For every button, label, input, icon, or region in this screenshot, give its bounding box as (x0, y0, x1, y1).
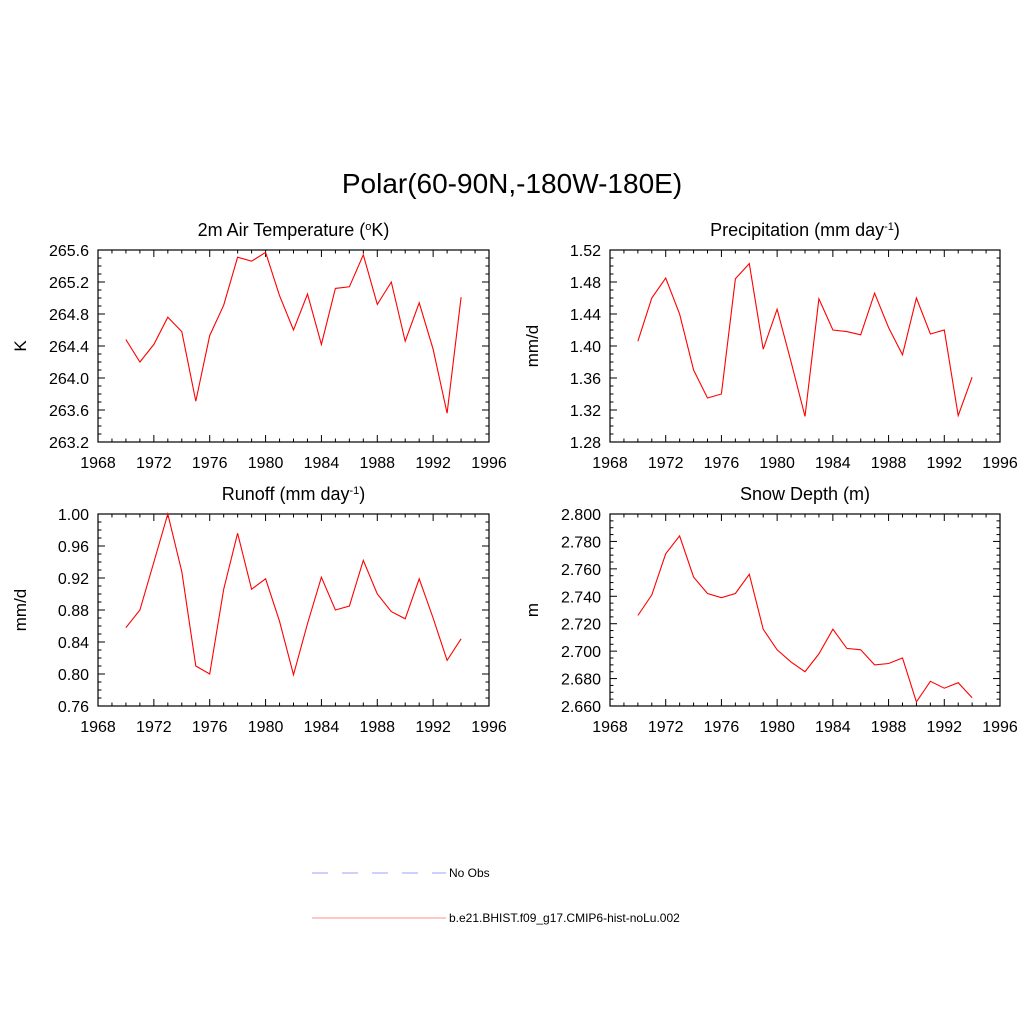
y-tick-label: 0.92 (58, 571, 89, 588)
y-tick-label: 0.96 (58, 539, 89, 556)
x-tick-label: 1976 (704, 719, 740, 736)
x-tick-label: 1996 (471, 719, 507, 736)
plot-frame (97, 249, 490, 443)
x-tick-label: 1976 (192, 719, 228, 736)
panel-1: 1968 1972 1976 1980 1984 1988 1992 1996 263.2 263… (11, 220, 507, 472)
x-tick-label: 1988 (359, 719, 395, 736)
y-tick-label: 263.6 (49, 403, 89, 420)
x-tick-label: 1996 (982, 719, 1018, 736)
x-tick-label: 1972 (648, 719, 684, 736)
y-tick-label: 2.680 (561, 672, 601, 689)
x-tick-label: 1968 (80, 455, 116, 472)
x-tick-label: 1968 (592, 455, 628, 472)
x-tick-label: 1988 (359, 455, 395, 472)
series-line (637, 534, 973, 704)
y-tick-label: 2.760 (561, 562, 601, 579)
x-tick-label: 1988 (871, 455, 907, 472)
y-tick-label: 263.2 (49, 435, 89, 452)
y-tick-label: 2.700 (561, 644, 601, 661)
y-tick-label: 1.44 (570, 307, 601, 324)
legend-label: b.e21.BHIST.f09_g17.CMIP6-hist-noLu.002 (449, 911, 680, 925)
panel-title: Precipitation (mm day-1) (710, 220, 900, 240)
y-tick-label: 0.88 (58, 603, 89, 620)
y-axis-label: m (523, 603, 542, 617)
panel-title: Runoff (mm day-1) (222, 484, 366, 504)
x-tick-label: 1984 (815, 455, 851, 472)
x-tick-label: 1992 (415, 455, 451, 472)
panel-2: 1968 1972 1976 1980 1984 1988 1992 1996 1.28 1.32… (523, 220, 1018, 472)
y-tick-label: 2.740 (561, 589, 601, 606)
panel-3: 1968 1972 1976 1980 1984 1988 1992 1996 0.76 0.80… (11, 484, 507, 736)
x-tick-label: 1996 (982, 455, 1018, 472)
y-tick-label: 2.720 (561, 617, 601, 634)
x-tick-label: 1972 (136, 719, 172, 736)
y-tick-label: 1.28 (570, 435, 601, 452)
page-title: Polar(60-90N,-180W-180E) (341, 168, 683, 199)
x-tick-label: 1992 (415, 719, 451, 736)
panel-4: 1968 1972 1976 1980 1984 1988 1992 1996 2.660 2.6… (523, 484, 1018, 736)
y-tick-label: 264.0 (49, 371, 89, 388)
x-tick-label: 1984 (304, 455, 340, 472)
x-tick-label: 1972 (648, 455, 684, 472)
y-axis-label: K (11, 340, 30, 352)
panel-title: Snow Depth (m) (740, 484, 870, 504)
y-tick-label: 1.52 (570, 243, 601, 260)
x-tick-label: 1992 (926, 719, 962, 736)
y-tick-label: 2.660 (561, 699, 601, 716)
y-tick-label: 1.00 (58, 507, 89, 524)
x-tick-label: 1968 (80, 719, 116, 736)
x-tick-label: 1976 (704, 455, 740, 472)
x-tick-label: 1984 (304, 719, 340, 736)
y-tick-label: 1.48 (570, 275, 601, 292)
y-tick-label: 264.4 (49, 339, 89, 356)
x-tick-label: 1980 (759, 719, 795, 736)
x-tick-label: 1980 (759, 455, 795, 472)
y-tick-label: 2.780 (561, 534, 601, 551)
legend: No Obs b.e21.BHIST.f09_g17.CMIP6-hist-noL… (312, 866, 680, 925)
y-tick-label: 265.6 (49, 243, 89, 260)
y-tick-label: 265.2 (49, 275, 89, 292)
series-line (125, 511, 462, 677)
y-tick-label: 2.800 (561, 507, 601, 524)
y-axis-label: mm/d (523, 325, 542, 368)
y-tick-label: 264.8 (49, 307, 89, 324)
y-tick-label: 1.36 (570, 371, 601, 388)
series-line (637, 262, 973, 418)
x-tick-label: 1980 (248, 719, 284, 736)
x-tick-label: 1968 (592, 719, 628, 736)
y-tick-label: 0.76 (58, 699, 89, 716)
x-tick-label: 1992 (926, 455, 962, 472)
x-tick-label: 1980 (248, 455, 284, 472)
x-tick-label: 1976 (192, 455, 228, 472)
x-tick-label: 1972 (136, 455, 172, 472)
x-tick-label: 1984 (815, 719, 851, 736)
panel-title: 2m Air Temperature (oK) (198, 220, 390, 240)
y-tick-label: 0.80 (58, 667, 89, 684)
plot-frame (609, 513, 1001, 707)
series-line (125, 251, 462, 414)
y-tick-label: 0.84 (58, 635, 89, 652)
legend-label: No Obs (449, 866, 490, 880)
y-axis-label: mm/d (11, 589, 30, 632)
y-tick-label: 1.40 (570, 339, 601, 356)
y-tick-label: 1.32 (570, 403, 601, 420)
x-tick-label: 1988 (871, 719, 907, 736)
x-tick-label: 1996 (471, 455, 507, 472)
